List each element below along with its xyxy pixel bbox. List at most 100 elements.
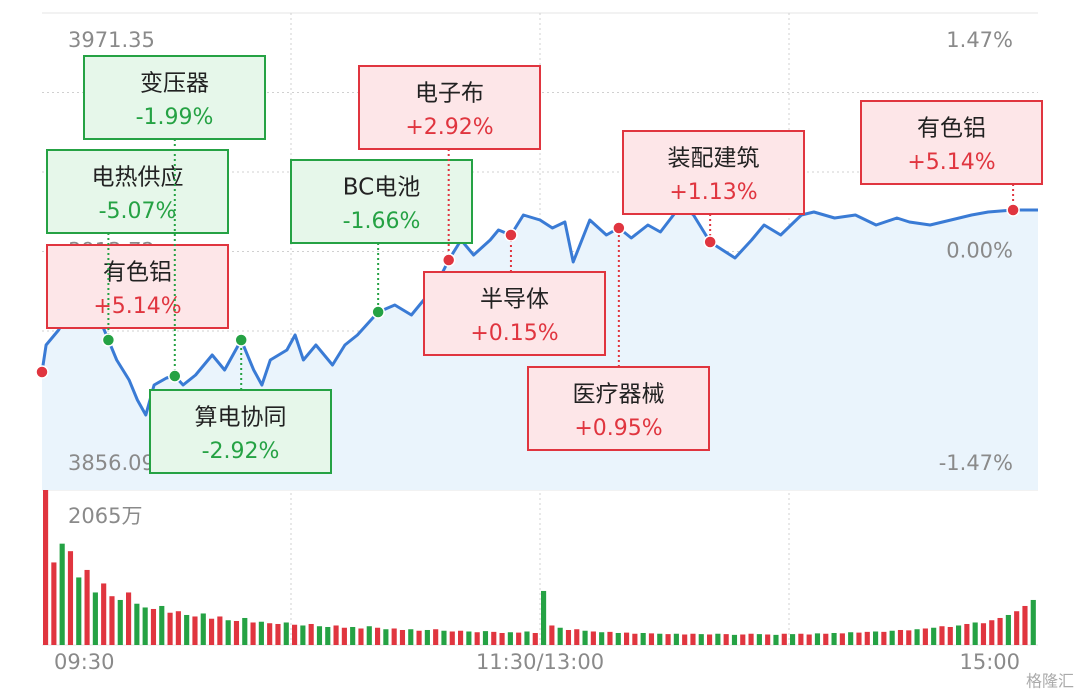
volume-bar <box>524 631 530 645</box>
volume-bar <box>150 608 157 645</box>
volume-bar <box>756 634 762 645</box>
volume-bar <box>316 626 323 645</box>
annotation-box <box>46 244 229 329</box>
volume-bar <box>192 616 198 645</box>
volume-bar <box>574 629 580 645</box>
volume-bar <box>731 634 738 645</box>
volume-bar <box>740 634 746 645</box>
volume-bar <box>715 633 721 645</box>
volume-bar <box>922 628 928 645</box>
volume-bar <box>466 631 472 645</box>
annotation-box <box>290 159 473 244</box>
volume-bar <box>308 623 314 645</box>
annotation-dot <box>371 305 385 319</box>
volume-bar <box>964 623 970 645</box>
volume-bar <box>632 633 638 645</box>
annotation-name: 电热供应 <box>92 165 184 191</box>
volume-bar <box>723 634 729 645</box>
volume-bar <box>200 613 206 645</box>
annotation-box <box>527 366 710 451</box>
annotation-box <box>46 149 229 234</box>
volume-bar <box>698 634 704 645</box>
volume-bar <box>947 626 953 645</box>
volume-bar <box>665 634 671 645</box>
annotation-dot <box>234 333 248 347</box>
annotation-change: +0.15% <box>470 321 558 346</box>
annotation-box <box>83 55 266 140</box>
volume-bar <box>956 625 962 645</box>
volume-bar <box>300 625 306 645</box>
annotation-name: 变压器 <box>140 71 209 97</box>
annotation-name: 半导体 <box>480 287 549 313</box>
annotation-dot <box>101 333 116 347</box>
volume-bar <box>117 599 123 645</box>
annotation-name: 医疗器械 <box>573 382 665 408</box>
annotation-change: -1.66% <box>343 209 421 234</box>
volume-bar <box>864 631 870 645</box>
volume-bar <box>51 562 57 645</box>
annotation-name: 装配建筑 <box>668 146 760 172</box>
volume-bar <box>839 633 845 645</box>
volume-bar <box>599 632 605 645</box>
volume-bar <box>748 633 754 645</box>
volume-bar <box>391 628 397 645</box>
volume-bar <box>931 627 937 645</box>
volume-bar <box>798 633 804 645</box>
volume-bar <box>673 633 679 645</box>
volume-bar <box>565 629 572 645</box>
annotation-dot <box>441 253 456 267</box>
volume-bar <box>167 612 173 645</box>
volume-bar <box>383 629 389 645</box>
volume-bar <box>184 614 190 645</box>
volume-bar <box>707 634 713 645</box>
annotation-box <box>622 130 805 215</box>
annotation-change: +5.14% <box>93 294 181 319</box>
volume-bar <box>67 551 74 645</box>
volume-bar <box>615 632 621 645</box>
volume-bar <box>267 623 273 645</box>
annotation-change: +5.14% <box>907 150 995 175</box>
volume-bar <box>84 569 90 645</box>
y-tick-label: 3971.35 <box>68 28 155 52</box>
volume-bar <box>640 632 646 645</box>
annotation-name: 有色铝 <box>103 260 172 286</box>
volume-bar <box>790 634 796 645</box>
volume-bar <box>258 621 264 645</box>
volume-bar <box>142 607 148 645</box>
volume-bar <box>889 630 895 645</box>
volume-bar <box>590 631 596 645</box>
volume-bar <box>209 618 215 645</box>
volume-bar <box>159 605 165 645</box>
volume-bar <box>458 630 464 645</box>
volume-bar <box>76 577 82 645</box>
volume-bar <box>134 603 140 645</box>
volume-bar <box>557 627 563 645</box>
volume-bar <box>690 633 696 645</box>
volume-bar <box>499 632 505 645</box>
annotation-dot <box>1006 203 1020 217</box>
volume-bar <box>532 632 538 645</box>
volume-bar <box>914 629 920 645</box>
volume-bar <box>881 631 887 645</box>
annotation-dot <box>504 228 518 242</box>
y2-tick-label: 1.47% <box>946 28 1013 52</box>
volume-bar <box>1030 599 1036 645</box>
volume-bar <box>781 633 787 645</box>
volume-bar <box>101 583 107 645</box>
volume-bar <box>1022 605 1028 645</box>
annotation-dot <box>168 369 182 383</box>
annotation-dot <box>703 235 717 249</box>
x-tick-label: 11:30/13:00 <box>476 650 604 674</box>
volume-bar <box>648 633 655 645</box>
watermark: 格隆汇 <box>1026 672 1074 691</box>
volume-bar <box>217 616 223 645</box>
volume-bar <box>333 625 339 645</box>
volume-bar <box>765 634 771 645</box>
volume-bar <box>607 631 613 645</box>
volume-bar <box>325 626 331 645</box>
annotation-name: 算电协同 <box>195 405 287 431</box>
volume-bar <box>806 634 812 645</box>
y2-tick-label: 0.00% <box>946 239 1013 263</box>
volume-bar <box>433 629 439 645</box>
